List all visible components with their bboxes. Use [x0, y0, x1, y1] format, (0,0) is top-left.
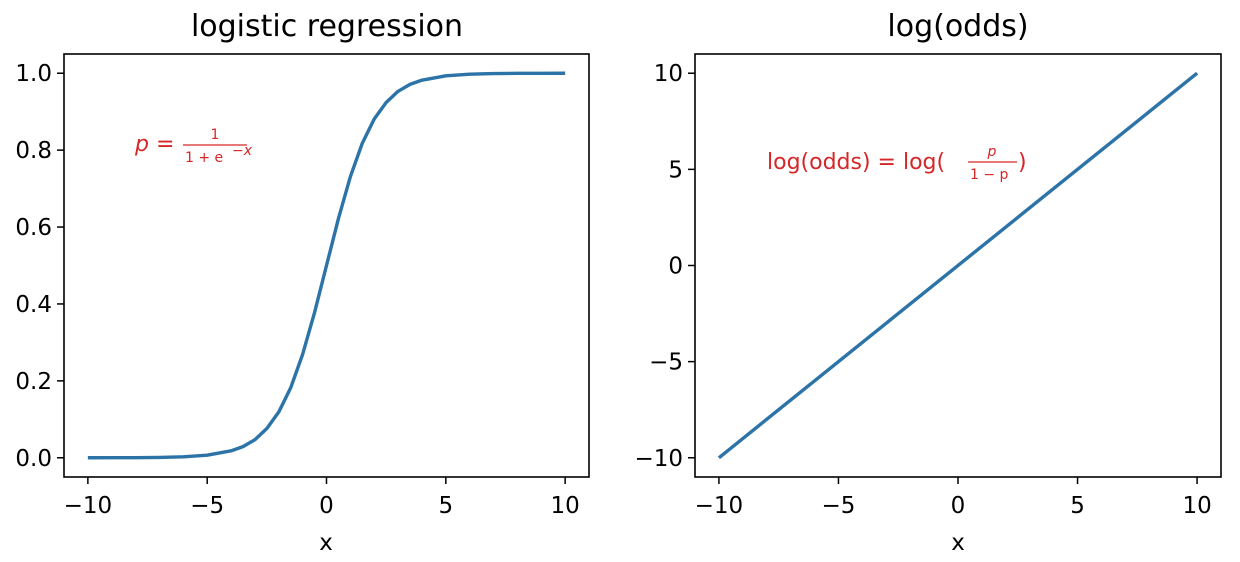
formula-rhs: ) — [1018, 150, 1027, 175]
x-axis-label: x — [951, 530, 965, 556]
x-tick-label: −5 — [822, 493, 856, 519]
formula-numerator: 1 — [211, 127, 220, 143]
x-tick-label: 5 — [1070, 493, 1085, 519]
y-tick-label: 0.4 — [15, 292, 52, 318]
y-ticks: −10 −5 0 5 10 — [634, 61, 695, 472]
y-tick-label: 0 — [668, 254, 683, 280]
log-odds-panel: log(odds) −10 −5 0 5 10 −10 −5 0 5 10 x log(odds… — [634, 9, 1222, 556]
y-ticks: 0.0 0.2 0.4 0.6 0.8 1.0 — [15, 61, 64, 472]
formula-lhs: log(odds) = log( — [767, 150, 945, 175]
x-tick-label: −5 — [190, 493, 224, 519]
series-points — [718, 73, 1198, 458]
y-tick-label: 10 — [654, 61, 683, 87]
x-ticks: −10 −5 0 5 10 — [695, 477, 1212, 519]
y-tick-label: 0.0 — [15, 446, 52, 472]
formula-superscript: −x — [232, 143, 253, 159]
formula-denominator: 1 − p — [970, 167, 1009, 183]
y-tick-label: −5 — [649, 350, 683, 376]
y-tick-label: 0.6 — [15, 215, 52, 241]
chart-title: logistic regression — [191, 9, 463, 44]
x-tick-label: −10 — [64, 493, 113, 519]
x-tick-label: 0 — [951, 493, 966, 519]
x-ticks: −10 −5 0 5 10 — [64, 477, 580, 519]
y-tick-label: 5 — [668, 157, 683, 183]
series-points — [87, 73, 566, 458]
y-tick-label: 0.2 — [15, 369, 52, 395]
chart-title: log(odds) — [887, 9, 1028, 44]
y-tick-label: 1.0 — [15, 61, 52, 87]
x-tick-label: 5 — [438, 493, 453, 519]
x-axis-label: x — [319, 530, 333, 556]
logistic-regression-panel: logistic regression −10 −5 0 5 10 0.00.20.40… — [15, 9, 590, 556]
formula-annotation: p = 1 1 + e −x — [134, 127, 253, 166]
x-tick-label: 10 — [1182, 493, 1211, 519]
x-tick-label: 0 — [319, 493, 334, 519]
y-tick-label: 0.8 — [15, 138, 52, 164]
formula-numerator: p — [987, 144, 997, 160]
formula-denominator: 1 + e — [185, 150, 223, 166]
x-tick-label: −10 — [695, 493, 744, 519]
formula-annotation: log(odds) = log( p 1 − p ) — [767, 144, 1027, 183]
formula-lhs: p = — [134, 132, 174, 157]
y-tick-label: −10 — [634, 446, 683, 472]
series-line — [717, 71, 1199, 460]
x-tick-label: 10 — [550, 493, 579, 519]
